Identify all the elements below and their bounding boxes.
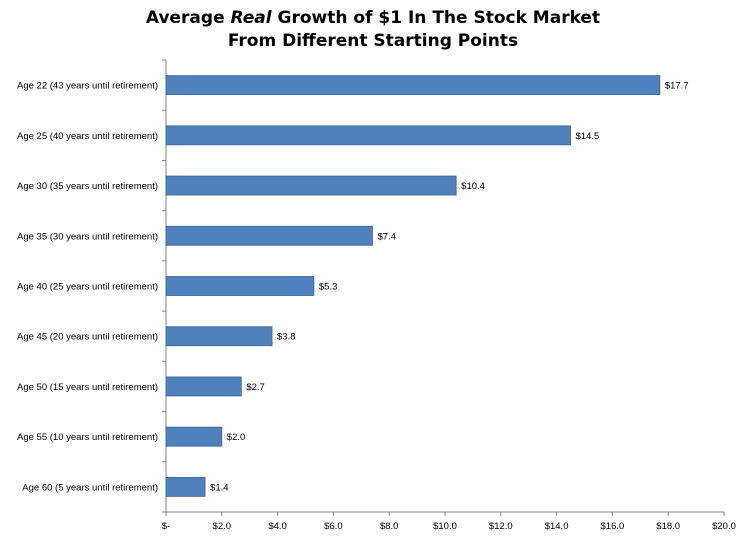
- x-tick-label: $-: [162, 521, 170, 532]
- chart-title-pre: Average: [145, 8, 231, 28]
- chart-title: Average Real Growth of $1 In The Stock M…: [0, 7, 746, 29]
- bar: [165, 125, 571, 146]
- category-label: Age 25 (40 years until retirement): [17, 131, 158, 142]
- data-label: $2.7: [246, 382, 265, 393]
- bar: [165, 276, 315, 296]
- x-tick-label: $4.0: [268, 521, 287, 532]
- data-label: $5.3: [319, 282, 338, 293]
- data-label: $3.8: [277, 332, 296, 343]
- x-tick-label: $20.0: [712, 521, 736, 532]
- bar: [165, 426, 223, 447]
- category-label: Age 40 (25 years until retirement): [17, 282, 158, 293]
- bar: [165, 326, 273, 347]
- data-label: $7.4: [377, 231, 396, 242]
- chart-title-post: Growth of $1 In The Stock Market: [271, 8, 601, 28]
- x-tick-label: $16.0: [601, 521, 625, 532]
- category-label: Age 22 (43 years until retirement): [17, 81, 158, 92]
- data-label: $1.4: [210, 482, 229, 493]
- x-tick-label: $2.0: [213, 521, 232, 532]
- x-tick-label: $14.0: [545, 521, 569, 532]
- bar: [165, 225, 373, 246]
- plot-area: $- $2.0 $4.0 $6.0 $8.0 $10.0 $12.0 $14.0 $16.0 $1…: [17, 59, 736, 532]
- data-label: $14.5: [576, 131, 600, 142]
- data-label: $10.4: [461, 181, 485, 192]
- category-label: Age 55 (10 years until retirement): [17, 432, 158, 443]
- category-label: Age 50 (15 years until retirement): [17, 382, 158, 393]
- x-tick-label: $18.0: [656, 521, 680, 532]
- data-label: $17.7: [665, 81, 689, 92]
- bar: [165, 376, 242, 397]
- category-label: Age 45 (20 years until retirement): [17, 332, 158, 343]
- bar: [165, 175, 457, 196]
- x-tick-label: $8.0: [380, 521, 399, 532]
- category-label: Age 30 (35 years until retirement): [17, 181, 158, 192]
- bar: [165, 476, 206, 497]
- chart-subtitle: From Different Starting Points: [227, 31, 519, 51]
- x-tick-label: $6.0: [324, 521, 343, 532]
- bar: [165, 75, 661, 96]
- x-tick-label: $10.0: [433, 521, 457, 532]
- category-label: Age 35 (30 years until retirement): [17, 231, 158, 242]
- x-tick-label: $12.0: [489, 521, 513, 532]
- category-label: Age 60 (5 years until retirement): [22, 482, 158, 493]
- data-label: $2.0: [227, 432, 246, 443]
- chart-title-emphasis: Real: [230, 8, 272, 28]
